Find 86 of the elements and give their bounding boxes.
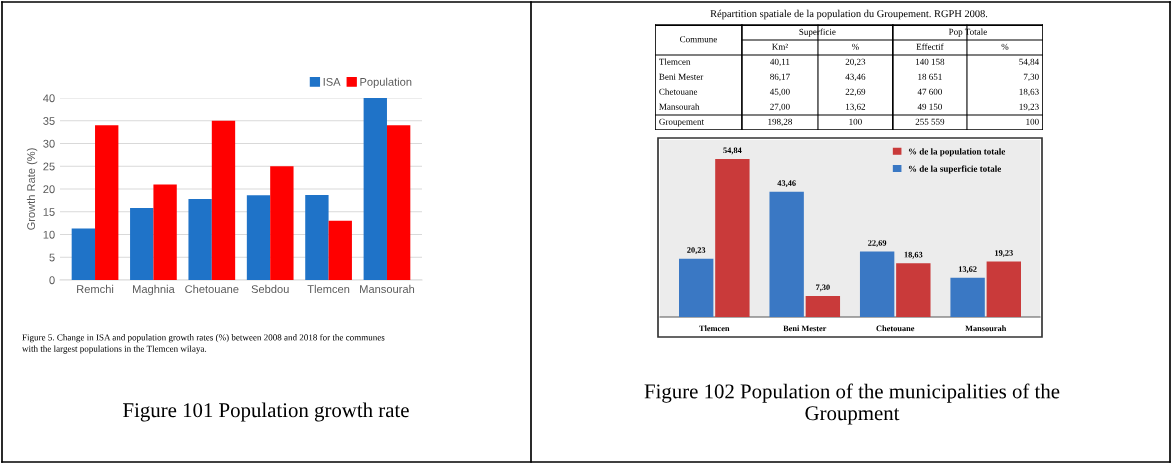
bar bbox=[386, 125, 411, 280]
y-axis-title: Growth Rate (%) bbox=[26, 148, 38, 230]
text: 45,00 bbox=[769, 88, 790, 97]
bar bbox=[246, 195, 271, 280]
text: 18,63 bbox=[1019, 88, 1039, 97]
text: 140 158 bbox=[916, 58, 945, 65]
bar bbox=[95, 125, 119, 280]
data-label: 18,63 bbox=[904, 251, 923, 259]
x-tick-label: Tlemcen bbox=[699, 325, 730, 332]
caption: Figure 102 Population of the municipalities of the Groupment bbox=[644, 383, 1060, 425]
bar bbox=[679, 258, 714, 317]
data-label: 20,23 bbox=[687, 247, 706, 255]
bar bbox=[71, 228, 96, 280]
bar bbox=[305, 194, 329, 280]
legend-label: % de la superficie totale bbox=[908, 165, 1001, 174]
y-tick-label: 35 bbox=[43, 117, 55, 125]
data-label: 22,69 bbox=[868, 240, 887, 247]
text: % bbox=[1001, 43, 1009, 50]
text: 54,84 bbox=[1019, 58, 1039, 67]
caption: Figure 101 Population growth rate bbox=[123, 402, 409, 422]
text: Groupement bbox=[659, 118, 704, 127]
y-tick-label: 40 bbox=[43, 94, 55, 103]
y-tick-label: 30 bbox=[43, 139, 55, 148]
bar bbox=[270, 166, 294, 280]
y-tick-label: 10 bbox=[43, 230, 55, 239]
text: Km² bbox=[772, 43, 788, 50]
y-tick-label: 0 bbox=[49, 276, 55, 285]
y-tick-label: 5 bbox=[49, 253, 55, 262]
x-tick-label: Sebdou bbox=[251, 284, 289, 294]
text: 49 150 bbox=[917, 103, 942, 110]
text: 22,69 bbox=[845, 88, 866, 97]
y-tick-label: 15 bbox=[43, 208, 55, 216]
legend-label: % de la population totale bbox=[908, 148, 1006, 157]
caption: Figure 5. Change in ISA and population growth rates (%) between 2008 and 2018 for the communes with the largest populations in the Tlemcen wilaya. bbox=[22, 334, 385, 354]
text: 13,62 bbox=[846, 103, 866, 112]
bar bbox=[805, 295, 841, 317]
bar bbox=[859, 251, 895, 317]
bar bbox=[715, 158, 750, 317]
x-tick-label: Maghnia bbox=[133, 284, 175, 296]
text: Beni Mester bbox=[659, 73, 704, 80]
text: 43,46 bbox=[845, 73, 866, 82]
legend-label: Population bbox=[360, 77, 412, 88]
text: 7,30 bbox=[1023, 73, 1039, 82]
x-tick-label: Beni Mester bbox=[783, 325, 827, 332]
x-tick-label: Tlemcen bbox=[307, 284, 350, 294]
text: Effectif bbox=[916, 43, 944, 50]
text: 20,23 bbox=[845, 58, 866, 67]
text: 86,17 bbox=[770, 73, 790, 82]
x-tick-label: Remchi bbox=[77, 284, 114, 294]
bar bbox=[950, 277, 985, 317]
data-label: 7,30 bbox=[816, 284, 830, 292]
bar bbox=[769, 191, 804, 317]
text: 198,28 bbox=[768, 118, 792, 127]
data-label: 54,84 bbox=[723, 147, 742, 155]
data-label: 13,62 bbox=[958, 266, 977, 274]
text: Commune bbox=[680, 36, 717, 43]
y-tick-label: 25 bbox=[43, 162, 55, 171]
text: 19,23 bbox=[1019, 103, 1039, 112]
bar bbox=[130, 208, 154, 280]
text: Chetouane bbox=[659, 88, 698, 95]
text: 18 651 bbox=[918, 73, 942, 80]
text: 27,00 bbox=[770, 103, 790, 112]
data-label: 43,46 bbox=[777, 180, 796, 188]
bar bbox=[211, 120, 236, 280]
bar bbox=[153, 184, 177, 280]
y-tick-label: 20 bbox=[43, 185, 55, 194]
text: 100 bbox=[849, 118, 862, 125]
text: 40,11 bbox=[770, 58, 790, 67]
x-tick-label: Chetouane bbox=[876, 325, 915, 332]
text: 100 bbox=[1026, 118, 1039, 125]
data-label: 19,23 bbox=[995, 250, 1013, 257]
text: % bbox=[851, 43, 859, 50]
text: Tlemcen bbox=[659, 58, 691, 65]
bar bbox=[328, 220, 352, 280]
legend-label: ISA bbox=[323, 77, 341, 86]
x-tick-label: Chetouane bbox=[185, 284, 239, 294]
bar bbox=[896, 263, 931, 317]
text: Mansourah bbox=[659, 103, 700, 110]
bar bbox=[363, 98, 387, 280]
x-tick-label: Mansourah bbox=[965, 325, 1007, 332]
text: Répartition spatiale de la population du Groupement. RGPH 2008. bbox=[710, 9, 988, 20]
text: 255 559 bbox=[915, 118, 945, 125]
bar bbox=[188, 199, 212, 280]
bar bbox=[986, 261, 1021, 317]
text: 47 600 bbox=[917, 88, 942, 95]
x-tick-label: Mansourah bbox=[360, 284, 415, 294]
